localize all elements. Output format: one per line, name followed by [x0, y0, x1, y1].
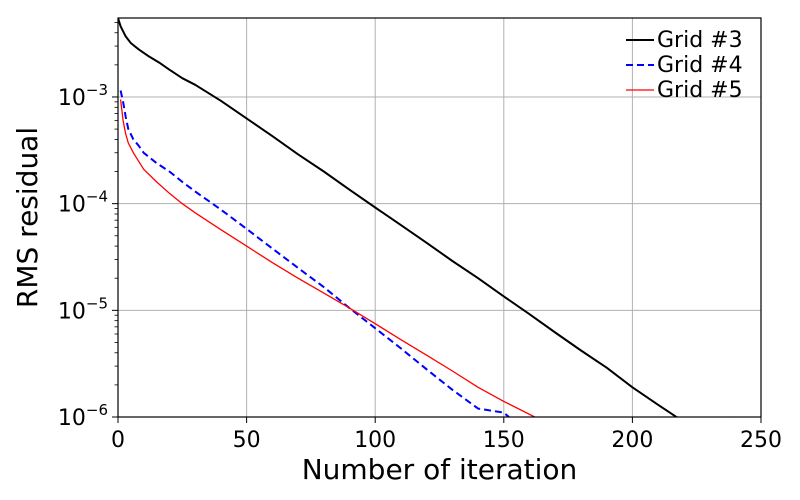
x-tick-label: 200	[611, 428, 653, 453]
x-tick-label: 250	[740, 428, 782, 453]
legend-label-2: Grid #4	[657, 53, 743, 78]
y-tick-label: 10−3	[58, 81, 108, 111]
x-tick-label: 0	[111, 428, 125, 453]
y-tick-label: 10−5	[58, 294, 108, 324]
x-tick-label: 50	[233, 428, 261, 453]
x-axis-title: Number of iteration	[302, 453, 578, 486]
grid-layer	[118, 18, 761, 417]
legend-label-1: Grid #3	[657, 28, 743, 53]
y-axis-title: RMS residual	[11, 127, 44, 308]
series-line-1	[118, 18, 731, 417]
series-line-2	[119, 90, 510, 417]
series-layer	[118, 18, 731, 417]
x-tick-label: 100	[354, 428, 396, 453]
plot-frame	[117, 17, 762, 418]
x-tick-label: 150	[483, 428, 525, 453]
tick-layer: 0 50 100 150 200 250 10−6 10−5 10−4 10−3	[58, 22, 782, 453]
y-tick-label: 10−4	[58, 188, 108, 218]
legend-label-3: Grid #5	[657, 78, 743, 103]
y-tick-label: 10−6	[58, 401, 108, 431]
series-line-3	[119, 99, 535, 417]
